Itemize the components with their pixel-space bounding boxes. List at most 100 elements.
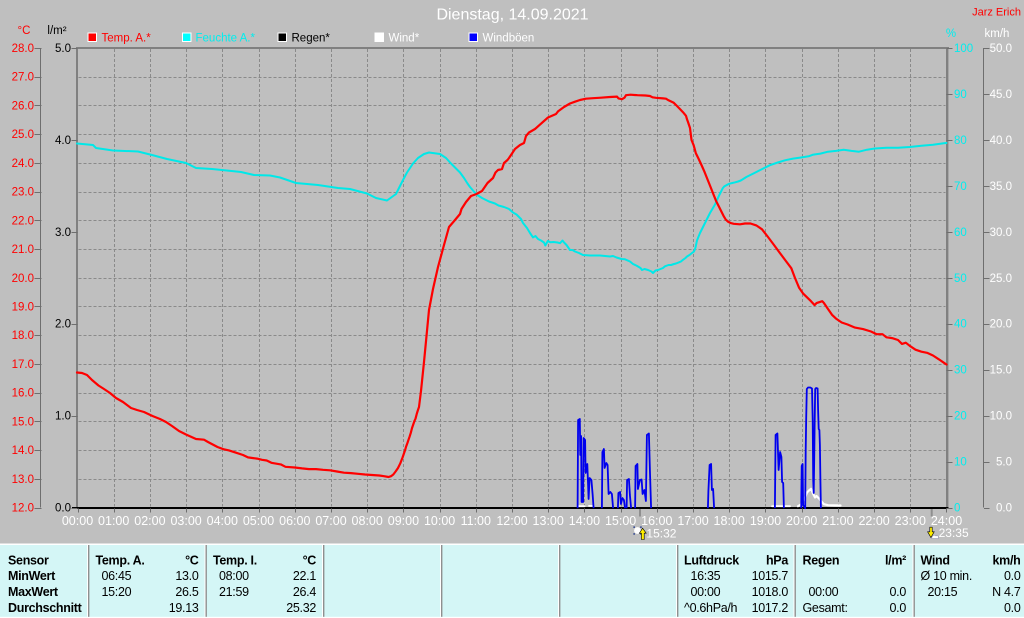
svg-text:17.0: 17.0	[12, 359, 34, 371]
svg-text:Jarz Erich: Jarz Erich	[972, 7, 1021, 19]
svg-text:21:59: 21:59	[219, 585, 249, 599]
svg-text:20:15: 20:15	[928, 585, 958, 599]
svg-text:10.0: 10.0	[990, 411, 1012, 423]
svg-text:23.0: 23.0	[12, 187, 34, 199]
svg-text:50: 50	[954, 273, 967, 285]
svg-text:Gesamt:: Gesamt:	[803, 601, 848, 615]
svg-text:19.13: 19.13	[169, 601, 199, 615]
svg-text:70: 70	[954, 181, 967, 193]
svg-text:11:00: 11:00	[461, 514, 491, 528]
svg-text:10:00: 10:00	[424, 514, 455, 528]
svg-text:02:00: 02:00	[134, 514, 165, 528]
svg-text:MaxWert: MaxWert	[8, 585, 59, 599]
svg-text:25.0: 25.0	[12, 129, 34, 141]
svg-text:15.0: 15.0	[12, 416, 34, 428]
svg-text:0.0: 0.0	[1004, 601, 1021, 615]
svg-text:00:00: 00:00	[62, 514, 93, 528]
svg-text:13:00: 13:00	[533, 514, 564, 528]
svg-text:19.0: 19.0	[12, 302, 34, 314]
svg-text:25.0: 25.0	[990, 273, 1012, 285]
svg-text:0.0: 0.0	[55, 503, 71, 515]
svg-text:05:00: 05:00	[243, 514, 274, 528]
svg-text:Temp. A.*: Temp. A.*	[102, 33, 152, 45]
svg-text:Dienstag, 14.09.2021: Dienstag, 14.09.2021	[436, 7, 588, 24]
svg-text:0.0: 0.0	[1004, 569, 1021, 583]
svg-text:°C: °C	[18, 25, 31, 37]
svg-text:Wind*: Wind*	[389, 33, 420, 45]
svg-text:%: %	[946, 28, 956, 40]
svg-text:Sensor: Sensor	[8, 553, 49, 567]
svg-text:Durchschnitt: Durchschnitt	[8, 601, 83, 615]
svg-text:Temp. A.: Temp. A.	[96, 553, 145, 567]
svg-text:01:00: 01:00	[98, 514, 129, 528]
svg-text:35.0: 35.0	[990, 181, 1012, 193]
svg-text:3.0: 3.0	[55, 227, 71, 239]
svg-text:25.32: 25.32	[286, 601, 316, 615]
svg-text:Wind: Wind	[921, 553, 950, 567]
svg-text:14.0: 14.0	[12, 445, 34, 457]
svg-text:16:35: 16:35	[691, 569, 721, 583]
svg-text:30.0: 30.0	[990, 227, 1012, 239]
svg-text:22:00: 22:00	[858, 514, 889, 528]
svg-text:00:00: 00:00	[691, 585, 721, 599]
svg-text:20.0: 20.0	[990, 319, 1012, 331]
svg-text:20:00: 20:00	[786, 514, 817, 528]
svg-text:60: 60	[954, 227, 967, 239]
svg-text:1017.2: 1017.2	[752, 601, 789, 615]
svg-text:km/h: km/h	[993, 553, 1021, 567]
svg-text:27.0: 27.0	[12, 72, 34, 84]
svg-text:24:00: 24:00	[931, 514, 962, 528]
svg-text:26.5: 26.5	[175, 585, 198, 599]
svg-text:17:00: 17:00	[677, 514, 708, 528]
svg-text:14:00: 14:00	[569, 514, 600, 528]
svg-text:1015.7: 1015.7	[752, 569, 789, 583]
svg-text:21:00: 21:00	[822, 514, 853, 528]
svg-text:30: 30	[954, 365, 967, 377]
svg-text:Feuchte A.*: Feuchte A.*	[196, 33, 256, 45]
svg-text:23:00: 23:00	[895, 514, 926, 528]
svg-text:5.0: 5.0	[55, 43, 71, 55]
svg-text:15.0: 15.0	[990, 365, 1012, 377]
svg-text:09:00: 09:00	[388, 514, 419, 528]
svg-text:03:00: 03:00	[170, 514, 201, 528]
svg-text:90: 90	[954, 89, 967, 101]
svg-text:21.0: 21.0	[12, 244, 34, 256]
svg-text:4.0: 4.0	[55, 135, 71, 147]
svg-text:22.1: 22.1	[293, 569, 316, 583]
svg-text:20.0: 20.0	[12, 273, 34, 285]
svg-text:1.0: 1.0	[55, 411, 71, 423]
svg-text:23:35: 23:35	[939, 526, 969, 540]
svg-text:MinWert: MinWert	[8, 569, 56, 583]
svg-text:Windböen: Windböen	[483, 33, 535, 45]
svg-text:19:00: 19:00	[750, 514, 781, 528]
svg-text:Temp. I.: Temp. I.	[213, 553, 257, 567]
svg-text:hPa: hPa	[766, 553, 789, 567]
svg-text:15:20: 15:20	[102, 585, 132, 599]
svg-text:04:00: 04:00	[207, 514, 238, 528]
svg-text:06:00: 06:00	[279, 514, 310, 528]
svg-text:0.0: 0.0	[890, 601, 907, 615]
svg-text:12:00: 12:00	[496, 514, 527, 528]
svg-text:km/h: km/h	[985, 28, 1010, 40]
svg-text:08:00: 08:00	[352, 514, 383, 528]
svg-text:08:00: 08:00	[219, 569, 249, 583]
svg-text:N 4.7: N 4.7	[992, 585, 1021, 599]
svg-text:20: 20	[954, 411, 967, 423]
svg-text:0.0: 0.0	[996, 503, 1012, 515]
svg-text:Regen*: Regen*	[292, 33, 331, 45]
svg-text:18:00: 18:00	[714, 514, 745, 528]
svg-text:15:32: 15:32	[646, 527, 676, 541]
svg-text:28.0: 28.0	[12, 43, 34, 55]
svg-text:13.0: 13.0	[175, 569, 198, 583]
svg-text:°C: °C	[303, 553, 317, 567]
svg-text:16.0: 16.0	[12, 388, 34, 400]
svg-text:24.0: 24.0	[12, 158, 34, 170]
svg-text:26.0: 26.0	[12, 100, 34, 112]
svg-text:07:00: 07:00	[315, 514, 346, 528]
svg-text:00:00: 00:00	[809, 585, 839, 599]
svg-text:26.4: 26.4	[293, 585, 316, 599]
svg-text:15:00: 15:00	[605, 514, 636, 528]
svg-text:40.0: 40.0	[990, 135, 1012, 147]
svg-text:2.0: 2.0	[55, 319, 71, 331]
svg-text:45.0: 45.0	[990, 89, 1012, 101]
